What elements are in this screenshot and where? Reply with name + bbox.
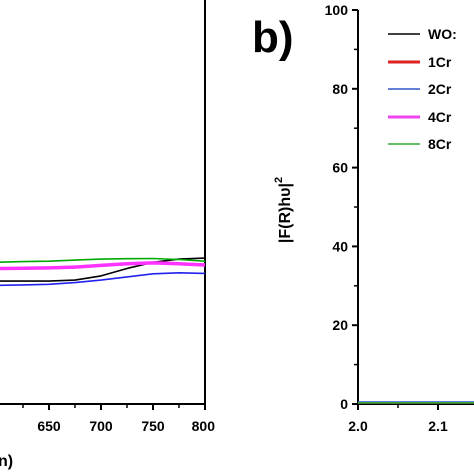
legend-label: 2Cr [428, 81, 452, 97]
panel-a-x-axis-label: n) [0, 453, 13, 470]
panel-a-x-tick-label: 750 [141, 418, 165, 434]
panel-b-y-tick-label: 80 [332, 81, 348, 97]
panel-b-x-tick-label: 2.0 [348, 418, 368, 434]
panel-a-tick-marks [22, 404, 206, 410]
panel-b-x-tick-label: 2.1 [428, 418, 448, 434]
panel-b-y-axis-label: |F(R)hυ|2 [273, 177, 294, 243]
panel-b-legend: WO: 1Cr 2Cr 4Cr 8Cr [388, 26, 457, 152]
panel-b-y-axis-label-text: |F(R)hυ| [277, 183, 294, 243]
panel-a: 650 700 750 800 n) [0, 0, 215, 470]
panel-b-y-tick-label: 20 [332, 317, 348, 333]
legend-label: WO: [428, 26, 457, 42]
panel-a-x-tick-label: 650 [37, 418, 61, 434]
legend-item: 2Cr [388, 81, 452, 97]
panel-b-y-tick-label: 100 [325, 2, 349, 18]
panel-a-x-tick-label: 700 [89, 418, 113, 434]
legend-item: 4Cr [388, 109, 452, 125]
panel-a-x-tick-label: 800 [192, 418, 216, 434]
legend-item: 1Cr [388, 54, 452, 70]
panel-b-tick-marks [352, 9, 439, 410]
legend-item: 8Cr [388, 136, 452, 152]
panel-b: b) 0 20 40 60 80 100 2.0 2.1 2 |F(R)hυ|2… [252, 2, 474, 434]
panel-a-series-line [0, 257, 206, 264]
panel-a-series [0, 257, 206, 287]
panel-b-y-tick-label: 40 [332, 238, 348, 254]
legend-label: 8Cr [428, 136, 452, 152]
panel-a-series-line [0, 261, 206, 271]
legend-label: 4Cr [428, 109, 452, 125]
legend-item: WO: [388, 26, 457, 42]
panel-b-y-tick-label: 0 [340, 396, 348, 412]
panel-b-letter: b) [252, 13, 294, 62]
panel-a-series-line [0, 271, 206, 287]
panel-a-series-line [0, 257, 206, 282]
panel-b-series [358, 401, 474, 404]
panel-b-y-tick-labels: 0 20 40 60 80 100 [325, 2, 349, 412]
panel-b-y-axis-label-superscript: 2 [273, 177, 285, 183]
panel-a-x-tick-labels: 650 700 750 800 [37, 418, 215, 434]
svg-text:|F(R)hυ|2: |F(R)hυ|2 [273, 177, 294, 243]
legend-label: 1Cr [428, 54, 452, 70]
panel-b-x-tick-labels: 2.0 2.1 2 [348, 418, 448, 434]
panel-b-y-tick-label: 60 [332, 160, 348, 176]
